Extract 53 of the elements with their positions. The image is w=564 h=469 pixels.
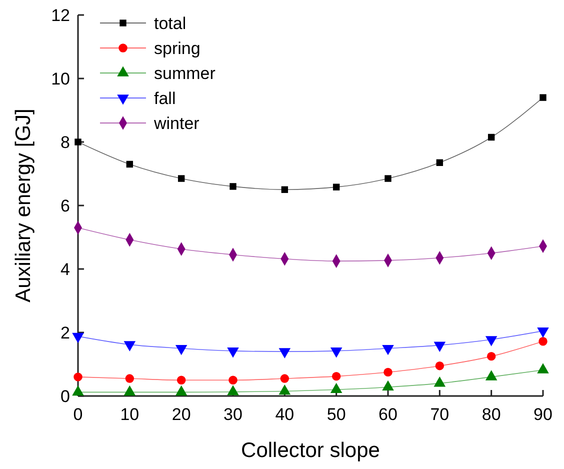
point <box>435 361 444 370</box>
point <box>485 370 498 380</box>
point <box>278 384 291 395</box>
y-tick-label: 12 <box>51 6 70 25</box>
point <box>124 385 136 396</box>
x-tick-label: 0 <box>73 405 83 424</box>
point <box>537 363 549 374</box>
point <box>332 184 340 190</box>
legend-label: fall <box>154 89 176 108</box>
point <box>74 372 82 382</box>
point <box>125 374 134 383</box>
point <box>540 94 546 101</box>
legend-label: summer <box>154 64 216 83</box>
point <box>126 160 134 168</box>
y-tick-label: 0 <box>60 387 70 406</box>
point <box>382 380 394 391</box>
y-tick-label: 4 <box>60 260 70 279</box>
x-tick-label: 70 <box>430 405 450 424</box>
x-tick-label: 80 <box>482 405 501 424</box>
x-tick-label: 40 <box>275 405 294 424</box>
point <box>230 183 236 190</box>
point <box>227 385 239 396</box>
point <box>176 376 186 384</box>
point <box>175 385 188 396</box>
x-tick-label: 50 <box>326 405 346 424</box>
legend-label: spring <box>154 39 200 58</box>
y-tick-label: 10 <box>51 70 70 88</box>
point <box>281 186 288 193</box>
point <box>332 372 341 381</box>
x-tick-label: 10 <box>120 405 140 424</box>
x-axis-title: Collector slope <box>241 439 380 462</box>
y-tick-label: 6 <box>60 196 70 216</box>
point <box>436 159 444 166</box>
legend-label: total <box>154 14 186 33</box>
point <box>434 376 446 387</box>
point <box>74 138 82 146</box>
x-tick-label: 90 <box>534 405 552 424</box>
point <box>330 382 342 394</box>
point <box>384 368 392 377</box>
y-axis-title: Auxiliary energy [GJ] <box>12 108 35 302</box>
point <box>178 175 185 182</box>
point <box>280 374 290 383</box>
point <box>486 352 496 361</box>
point <box>228 376 238 384</box>
x-tick-label: 60 <box>378 405 398 424</box>
legend-label: winter <box>153 114 200 133</box>
y-tick-label: 2 <box>60 324 70 342</box>
point <box>488 134 495 141</box>
x-tick-label: 20 <box>172 405 191 424</box>
point <box>384 175 392 182</box>
x-tick-label: 30 <box>224 405 242 424</box>
y-tick-label: 8 <box>60 133 70 152</box>
point <box>538 337 548 346</box>
